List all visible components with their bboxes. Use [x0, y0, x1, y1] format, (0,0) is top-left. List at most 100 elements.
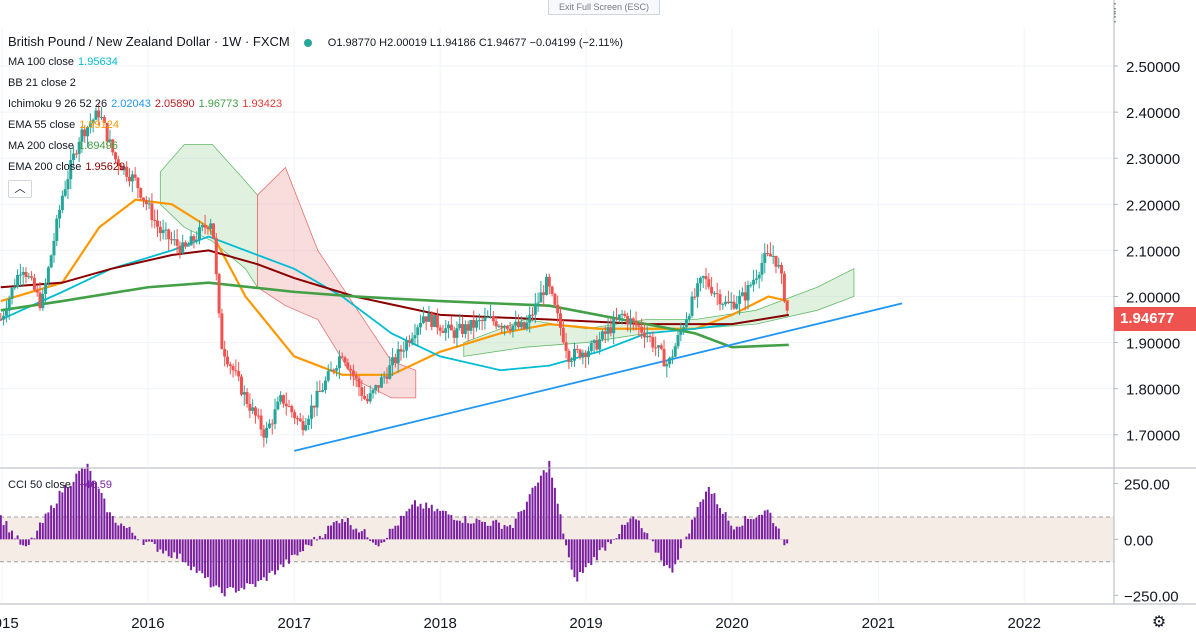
cci-bar[interactable]: [100, 492, 103, 540]
cci-bar[interactable]: [713, 493, 716, 540]
cci-bar[interactable]: [693, 517, 696, 540]
cci-bar[interactable]: [302, 539, 305, 552]
cci-bar[interactable]: [30, 537, 33, 540]
cci-bar[interactable]: [699, 501, 702, 540]
cci-bar[interactable]: [503, 525, 506, 540]
cci-bar[interactable]: [64, 485, 67, 540]
candle[interactable]: [363, 385, 367, 401]
candle[interactable]: [119, 164, 123, 171]
candle[interactable]: [461, 316, 465, 338]
cci-bar[interactable]: [66, 488, 69, 540]
candle[interactable]: [74, 149, 78, 159]
candle[interactable]: [63, 180, 67, 198]
cci-bar[interactable]: [2, 525, 5, 540]
candle[interactable]: [100, 106, 104, 121]
candle[interactable]: [142, 197, 146, 208]
cci-bar[interactable]: [178, 539, 181, 554]
cci-bar[interactable]: [5, 521, 8, 540]
cci-bar[interactable]: [732, 529, 735, 540]
candle[interactable]: [259, 409, 263, 437]
cci-bar[interactable]: [402, 515, 405, 540]
candle[interactable]: [421, 306, 425, 325]
candle[interactable]: [94, 107, 98, 121]
candle[interactable]: [477, 313, 481, 330]
candle[interactable]: [139, 187, 143, 200]
cci-bar[interactable]: [24, 539, 27, 547]
candle[interactable]: [659, 343, 663, 351]
vertical-dots-icon[interactable]: ⋮ ⋮: [1108, 0, 1122, 24]
candle[interactable]: [150, 193, 154, 228]
cci-bar[interactable]: [125, 527, 128, 540]
cci-bar[interactable]: [332, 522, 335, 540]
candle[interactable]: [136, 176, 140, 199]
cci-bar[interactable]: [363, 529, 366, 540]
cci-bar[interactable]: [408, 508, 411, 540]
candle[interactable]: [245, 388, 249, 408]
candle[interactable]: [69, 149, 73, 190]
candle[interactable]: [640, 318, 644, 339]
cci-bar[interactable]: [710, 493, 713, 540]
cci-bar[interactable]: [455, 520, 458, 540]
cci-bar[interactable]: [335, 520, 338, 540]
candle[interactable]: [533, 293, 537, 324]
candle[interactable]: [46, 265, 50, 286]
cci-bar[interactable]: [170, 539, 173, 558]
cci-bar[interactable]: [307, 539, 310, 546]
cci-bar[interactable]: [528, 494, 531, 540]
candle[interactable]: [743, 281, 747, 311]
cci-bar[interactable]: [545, 472, 548, 540]
cci-bar[interactable]: [397, 525, 400, 540]
candle[interactable]: [656, 344, 660, 358]
cci-bar[interactable]: [615, 538, 618, 540]
cci-bar[interactable]: [92, 481, 95, 540]
candle[interactable]: [290, 404, 294, 418]
cci-bar[interactable]: [668, 539, 671, 569]
cci-bar[interactable]: [248, 539, 251, 585]
cci-bar[interactable]: [338, 523, 341, 540]
cci-bar[interactable]: [128, 526, 131, 540]
cci-bar[interactable]: [595, 539, 598, 561]
candle[interactable]: [276, 396, 280, 411]
cci-bar[interactable]: [134, 535, 137, 540]
cci-bar[interactable]: [184, 539, 187, 563]
candle[interactable]: [760, 253, 764, 282]
candle[interactable]: [147, 197, 151, 210]
candle[interactable]: [682, 324, 686, 335]
candle[interactable]: [444, 320, 448, 341]
cci-bar[interactable]: [55, 503, 58, 540]
candle[interactable]: [86, 125, 90, 148]
candle[interactable]: [631, 316, 635, 331]
candle[interactable]: [374, 384, 378, 395]
candle[interactable]: [572, 342, 576, 367]
legend-row[interactable]: MA 100 close 1.95634: [8, 55, 118, 69]
cci-bar[interactable]: [724, 512, 727, 540]
cci-bar[interactable]: [769, 512, 772, 540]
candle[interactable]: [522, 321, 526, 331]
cci-bar[interactable]: [746, 518, 749, 540]
cci-bar[interactable]: [195, 539, 198, 573]
cci-bar[interactable]: [159, 539, 162, 550]
candle[interactable]: [435, 308, 439, 335]
candle[interactable]: [684, 312, 688, 329]
candle[interactable]: [349, 365, 353, 380]
cci-bar[interactable]: [567, 539, 570, 558]
candle[interactable]: [391, 348, 395, 376]
candle[interactable]: [626, 312, 630, 332]
candle[interactable]: [757, 271, 761, 289]
cci-bar[interactable]: [111, 515, 114, 540]
candle[interactable]: [609, 318, 613, 337]
candle[interactable]: [114, 151, 118, 164]
cci-bar[interactable]: [665, 539, 668, 566]
cci-bar[interactable]: [399, 515, 402, 540]
candle[interactable]: [581, 349, 585, 365]
cci-bar[interactable]: [47, 512, 50, 540]
cci-bar[interactable]: [304, 539, 307, 545]
cci-bar[interactable]: [411, 504, 414, 540]
candle[interactable]: [326, 364, 330, 383]
candle[interactable]: [321, 383, 325, 393]
cci-bar[interactable]: [313, 536, 316, 540]
candle[interactable]: [312, 405, 316, 418]
candle[interactable]: [388, 356, 392, 380]
cci-bar[interactable]: [187, 539, 190, 566]
